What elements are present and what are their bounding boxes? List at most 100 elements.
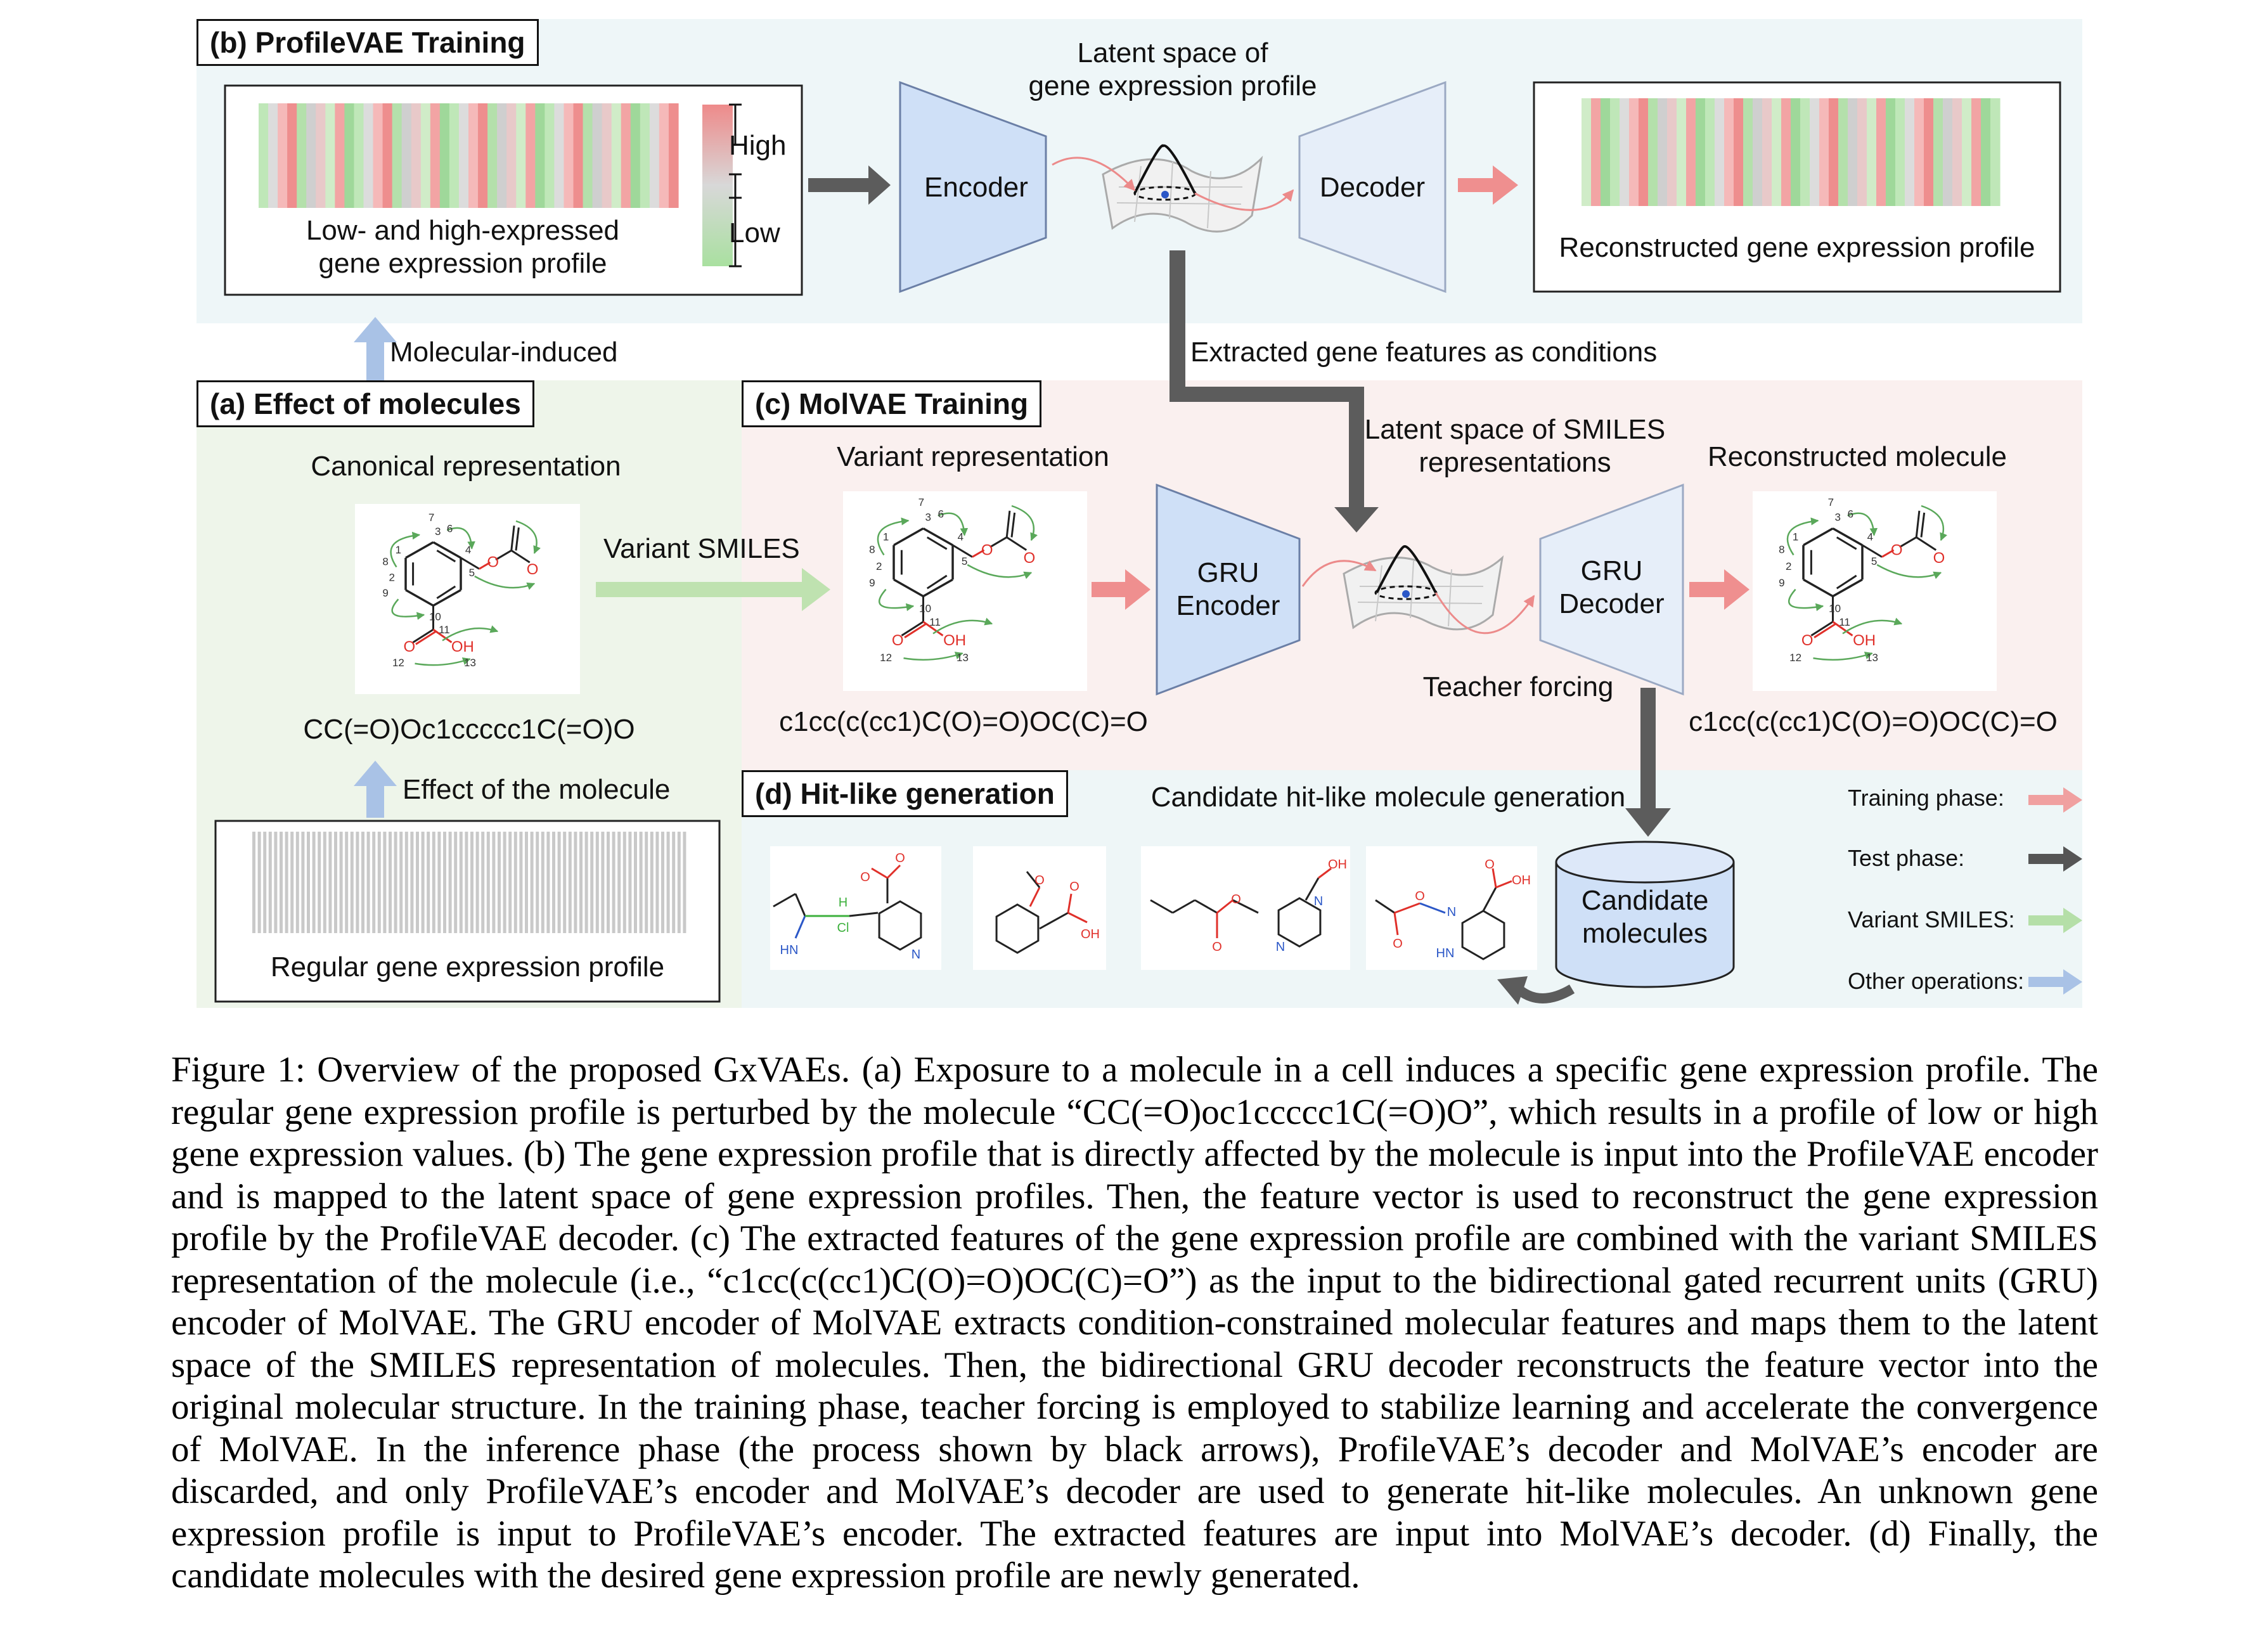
heatmap-stripe xyxy=(1667,98,1677,206)
bond xyxy=(1495,880,1512,889)
bond xyxy=(849,912,879,917)
heatmap-stripe xyxy=(458,103,469,208)
atom-number-label: 9 xyxy=(1779,577,1784,589)
heatmap-stripe xyxy=(1734,98,1744,206)
atom-label: O xyxy=(1069,880,1079,894)
bond xyxy=(922,578,953,598)
regular-stripe xyxy=(285,832,288,933)
arrow-db-to-generated xyxy=(1514,984,1575,1003)
regular-stripe xyxy=(481,832,485,933)
atom-oxygen-label: O xyxy=(1933,550,1945,567)
bond xyxy=(415,630,437,645)
atom-number-label: 3 xyxy=(435,526,441,538)
atom-oxygen-label: O xyxy=(1891,542,1903,559)
gru-decoder-label: GRU Decoder xyxy=(1559,555,1665,619)
regular-stripe xyxy=(470,832,474,933)
bond xyxy=(952,544,973,558)
bond xyxy=(926,574,948,590)
bond xyxy=(1026,871,1041,888)
traversal-arrow xyxy=(967,564,1033,579)
atom-label: N xyxy=(1276,940,1285,954)
regular-stripe xyxy=(377,832,381,933)
bond xyxy=(1232,899,1259,914)
reconstructed-smiles: c1cc(c(cc1)C(O)=O)OC(C)=O xyxy=(1689,706,2058,737)
atom-label: OH xyxy=(1512,874,1531,887)
atom-oxygen-label: O xyxy=(1801,632,1814,649)
bond xyxy=(1492,868,1497,888)
regular-stripe xyxy=(263,832,267,933)
arrow-molecular-induced xyxy=(354,317,397,387)
regular-stripe xyxy=(612,832,615,933)
scale-ticks xyxy=(729,103,742,268)
heatmap-stripe xyxy=(325,103,335,208)
atom-label: O xyxy=(895,851,905,865)
bond xyxy=(1836,574,1857,590)
bond xyxy=(1419,902,1446,914)
bond xyxy=(972,549,985,558)
bond xyxy=(1006,536,1028,551)
heatmap-stripe xyxy=(1715,98,1725,206)
atom-number-label: 9 xyxy=(869,577,875,589)
profile-decoder-label: Decoder xyxy=(1319,172,1426,203)
atom-label: O xyxy=(1034,874,1045,887)
legend-arrow xyxy=(2028,969,2082,995)
regular-stripe xyxy=(590,832,594,933)
bond xyxy=(1216,899,1234,914)
heatmap-stripe xyxy=(1838,98,1848,206)
bond xyxy=(405,541,434,559)
heatmap-stripe xyxy=(1620,98,1630,206)
atom-label: O xyxy=(1485,858,1495,872)
heatmap-stripe xyxy=(1800,98,1810,206)
regular-stripe xyxy=(639,832,643,933)
bond xyxy=(794,893,806,917)
heatmap-stripe xyxy=(1914,98,1924,206)
regular-stripe xyxy=(574,832,577,933)
traversal-arrow xyxy=(1788,588,1824,612)
bond xyxy=(412,628,434,643)
regular-stripe xyxy=(383,832,387,933)
heatmap-stripe xyxy=(659,103,669,208)
atom-number-label: 6 xyxy=(1848,508,1853,520)
bond xyxy=(432,589,461,607)
regular-stripe xyxy=(677,832,681,933)
atom-number-label: 11 xyxy=(1839,616,1850,628)
regular-stripe xyxy=(410,832,414,933)
regular-stripe xyxy=(356,832,359,933)
regular-stripe xyxy=(530,832,534,933)
figure-caption: Figure 1: Overview of the proposed GxVAE… xyxy=(171,1050,2098,1596)
molecular-induced-label: Molecular-induced xyxy=(390,337,618,368)
regular-stripe xyxy=(372,832,376,933)
traversal-arrow xyxy=(1876,564,1942,579)
heatmap-stripe xyxy=(1876,98,1886,206)
heatmap-stripe xyxy=(344,103,355,208)
candidate-molecules-label: Candidate molecules xyxy=(1581,885,1709,949)
bond xyxy=(1920,512,1926,538)
regular-stripe xyxy=(645,832,648,933)
bond xyxy=(1899,536,1917,548)
traversal-arrow xyxy=(877,517,910,556)
traversal-arrow xyxy=(879,588,915,612)
heatmap-stripe xyxy=(516,103,526,208)
regular-stripe xyxy=(416,832,419,933)
heatmap-stripe xyxy=(573,103,584,208)
atom-oxygen-label: O xyxy=(403,638,415,655)
legend-training-label: Training phase: xyxy=(1848,785,2004,811)
atom-number-label: 3 xyxy=(1835,511,1841,523)
atom-hydroxyl-label: OH xyxy=(451,638,474,655)
input-expression-heatmap xyxy=(259,103,679,208)
atom-label: OH xyxy=(1081,927,1100,941)
atom-number-label: 10 xyxy=(919,602,931,614)
bond xyxy=(1915,510,1921,538)
atom-number-label: 1 xyxy=(396,544,401,556)
variant-smiles-arrow-label: Variant SMILES xyxy=(603,533,800,564)
bond xyxy=(871,867,888,879)
regular-stripe xyxy=(519,832,523,933)
heatmap-stripe xyxy=(592,103,603,208)
hit-molecule-card-4 xyxy=(1366,846,1537,970)
heatmap-stripe xyxy=(297,103,307,208)
atom-number-label: 7 xyxy=(428,512,434,524)
regular-stripe xyxy=(459,832,463,933)
regular-stripe xyxy=(607,832,610,933)
regular-stripe xyxy=(525,832,528,933)
